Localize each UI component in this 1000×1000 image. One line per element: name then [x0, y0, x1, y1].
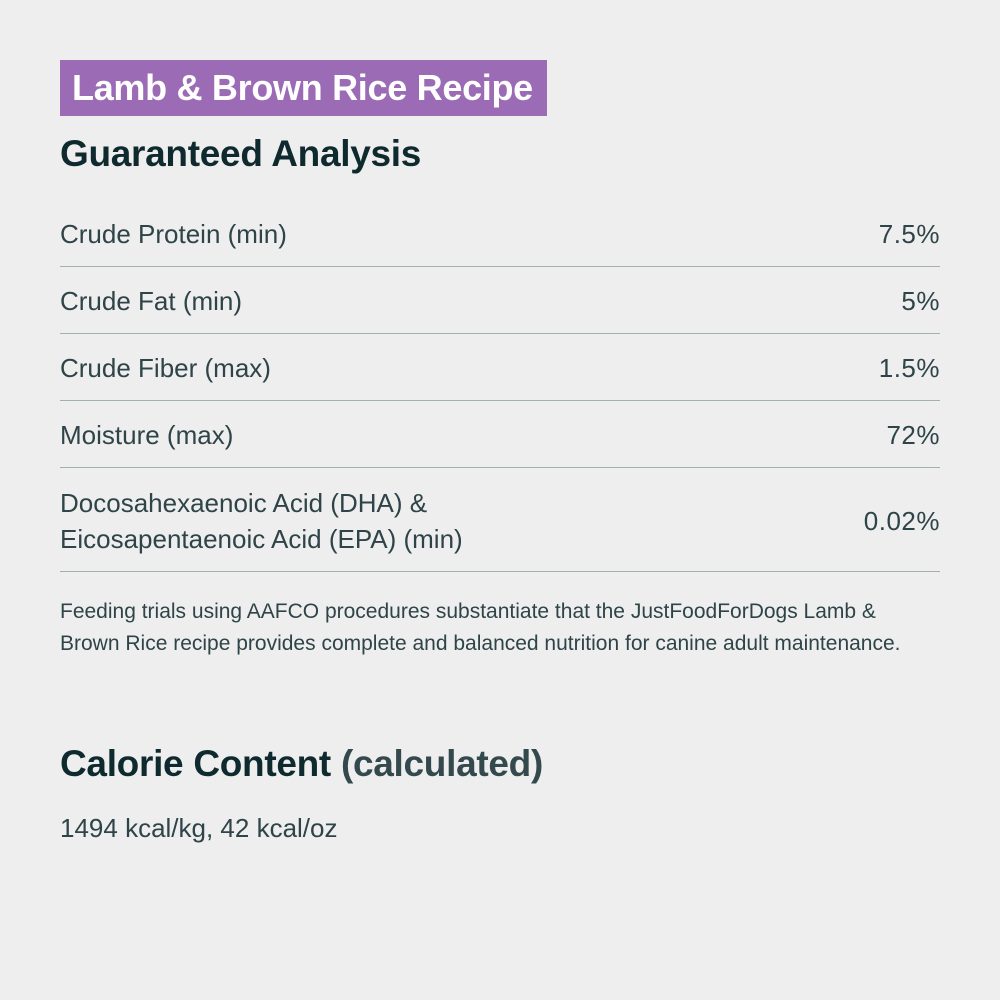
calorie-content-value: 1494 kcal/kg, 42 kcal/oz: [60, 813, 338, 843]
guaranteed-analysis-table: Crude Protein (min) 7.5% Crude Fat (min)…: [60, 200, 940, 572]
analysis-label: Crude Fat (min): [60, 286, 243, 316]
calorie-content-heading: Calorie Content (calculated): [60, 740, 543, 788]
analysis-row-crude-protein: Crude Protein (min) 7.5%: [60, 200, 940, 267]
analysis-row-dha-epa: Docosahexaenoic Acid (DHA) & Eicosapenta…: [60, 468, 940, 572]
analysis-value: 5%: [901, 286, 940, 316]
guaranteed-analysis-heading: Guaranteed Analysis: [60, 133, 422, 174]
analysis-row-crude-fiber: Crude Fiber (max) 1.5%: [60, 334, 940, 401]
analysis-value: 0.02%: [863, 505, 940, 536]
analysis-value: 72%: [886, 420, 940, 450]
analysis-value: 7.5%: [878, 219, 940, 249]
analysis-value: 1.5%: [878, 353, 940, 383]
recipe-name-banner: Lamb & Brown Rice Recipe: [60, 60, 547, 116]
analysis-row-moisture: Moisture (max) 72%: [60, 401, 940, 468]
analysis-label: Docosahexaenoic Acid (DHA) & Eicosapenta…: [60, 487, 463, 554]
calorie-content-subtitle: (calculated): [340, 743, 543, 784]
analysis-row-crude-fat: Crude Fat (min) 5%: [60, 267, 940, 334]
feeding-trial-statement: Feeding trials using AAFCO procedures su…: [60, 600, 901, 655]
analysis-label: Moisture (max): [60, 420, 234, 450]
analysis-label: Crude Fiber (max): [60, 353, 271, 383]
calorie-content-title: Calorie Content: [60, 743, 331, 784]
analysis-label: Crude Protein (min): [60, 219, 287, 249]
